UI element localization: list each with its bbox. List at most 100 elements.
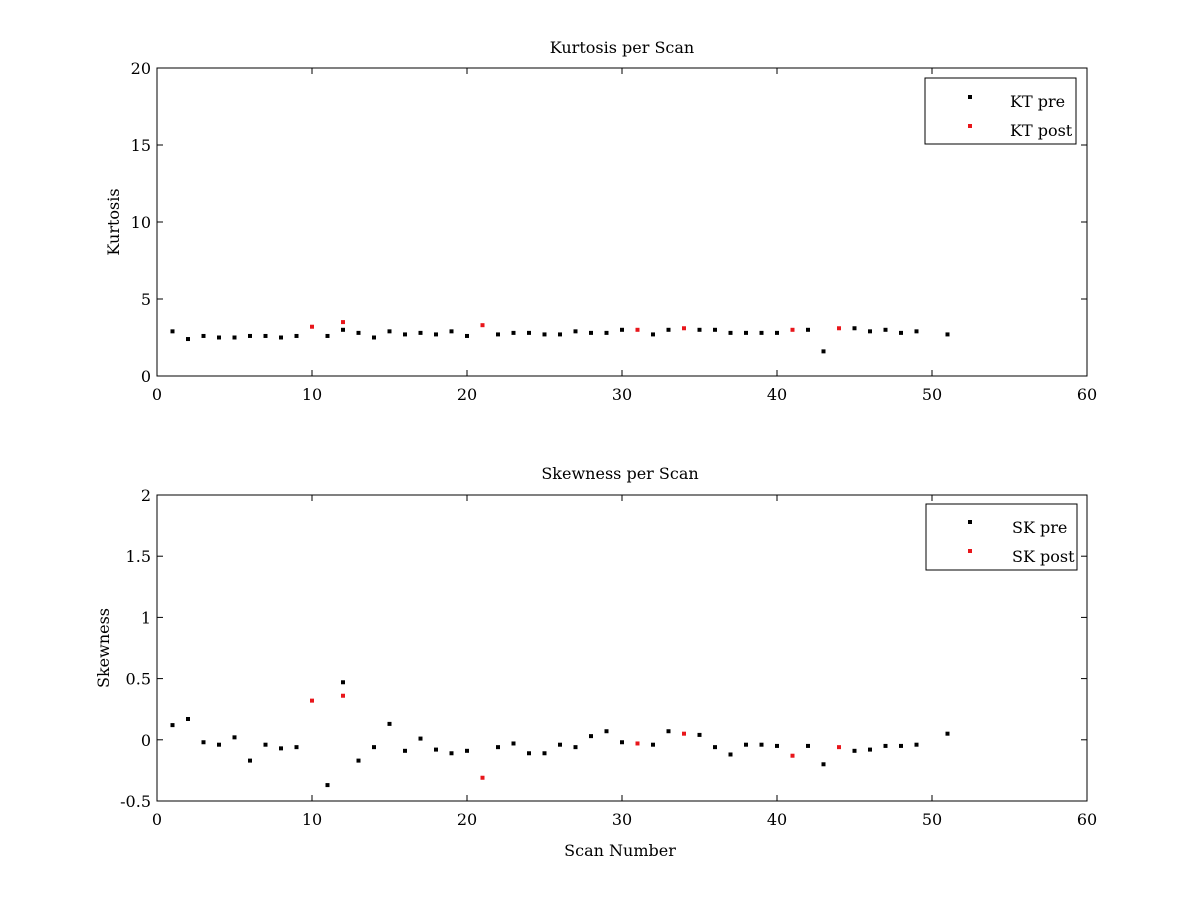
pre-data-point (806, 743, 810, 748)
pre-data-point (728, 752, 733, 757)
pre-data-point (465, 333, 469, 338)
post-data-point (682, 326, 686, 331)
post-data-point (310, 324, 314, 329)
post-data-point (790, 327, 795, 332)
y-tick-label: 0 (141, 731, 151, 750)
pre-data-point (821, 762, 826, 767)
kurtosis-subplot: Kurtosis per Scan Kurtosis 0 10 20 30 40 50 60… (104, 38, 1097, 404)
pre-data-point (279, 335, 283, 340)
pre-data-point (744, 742, 748, 747)
pre-data-point (201, 333, 206, 338)
y-tick-label: 1 (141, 608, 151, 627)
pre-data-point (232, 335, 237, 340)
kurtosis-legend-marker-pre (968, 95, 972, 99)
kurtosis-legend-label-pre: KT pre (1010, 92, 1065, 111)
pre-data-point (589, 734, 593, 739)
x-tick-label: 10 (302, 385, 322, 404)
pre-data-point (604, 729, 609, 734)
pre-data-point (294, 333, 299, 338)
post-data-point (341, 320, 345, 325)
skewness-legend-label-post: SK post (1012, 547, 1075, 566)
skewness-legend-label-pre: SK pre (1012, 518, 1067, 537)
pre-data-point (434, 332, 438, 337)
pre-data-point (387, 721, 392, 726)
pre-data-point (821, 349, 826, 354)
x-tick-label: 60 (1077, 385, 1097, 404)
pre-data-point (945, 731, 950, 736)
pre-data-point (279, 746, 283, 751)
pre-data-point (263, 333, 268, 338)
skewness-chart-title: Skewness per Scan (541, 464, 698, 483)
pre-data-point (449, 329, 454, 334)
x-tick-label: 10 (302, 810, 322, 829)
skewness-legend-marker-post (968, 549, 972, 553)
x-tick-label: 0 (152, 810, 162, 829)
kurtosis-y-axis-label: Kurtosis (104, 188, 123, 255)
kurtosis-data-points (170, 320, 950, 354)
post-data-point (635, 741, 640, 746)
x-tick-label: 0 (152, 385, 162, 404)
post-data-point (341, 693, 345, 698)
pre-data-point (589, 330, 593, 335)
pre-data-point (248, 758, 252, 763)
pre-data-point (868, 747, 872, 752)
pre-data-point (713, 327, 717, 332)
pre-data-point (356, 330, 361, 335)
pre-data-point (542, 751, 547, 756)
y-tick-label: -0.5 (120, 792, 151, 811)
kurtosis-ticks: 0 10 20 30 40 50 60 0 5 10 15 20 (131, 59, 1098, 404)
pre-data-point (294, 745, 299, 750)
pre-data-point (899, 743, 903, 748)
pre-data-point (496, 745, 500, 750)
skewness-legend: SK pre SK post (925, 503, 1078, 571)
post-data-point (837, 326, 841, 331)
pre-data-point (341, 680, 345, 685)
pre-data-point (325, 783, 330, 788)
pre-data-point (558, 742, 562, 747)
x-tick-label: 30 (612, 385, 632, 404)
pre-data-point (775, 330, 779, 335)
pre-data-point (883, 743, 888, 748)
pre-data-point (899, 330, 903, 335)
pre-data-point (527, 751, 531, 756)
pre-data-point (542, 332, 547, 337)
post-data-point (837, 745, 841, 750)
skewness-x-axis-label: Scan Number (564, 841, 676, 860)
pre-data-point (449, 751, 454, 756)
pre-data-point (403, 332, 407, 337)
pre-data-point (759, 742, 764, 747)
pre-data-point (558, 332, 562, 337)
pre-data-point (573, 745, 578, 750)
skewness-data-points (170, 680, 950, 788)
pre-data-point (418, 736, 423, 741)
pre-data-point (372, 335, 376, 340)
pre-data-point (418, 330, 423, 335)
x-tick-label: 30 (612, 810, 632, 829)
y-tick-label: 20 (131, 59, 151, 78)
y-tick-label: 15 (131, 136, 151, 155)
skewness-ticks: 0 10 20 30 40 50 60-0.500.511.52 (120, 486, 1097, 829)
post-data-point (790, 753, 795, 758)
pre-data-point (387, 329, 392, 334)
y-tick-label: 0.5 (126, 670, 151, 689)
kurtosis-legend-label-post: KT post (1010, 121, 1073, 140)
pre-data-point (651, 332, 655, 337)
pre-data-point (325, 333, 330, 338)
pre-data-point (666, 327, 671, 332)
pre-data-point (868, 329, 872, 334)
post-data-point (682, 731, 686, 736)
pre-data-point (434, 747, 438, 752)
pre-data-point (527, 330, 531, 335)
x-tick-label: 40 (767, 385, 787, 404)
post-data-point (480, 775, 485, 780)
pre-data-point (666, 729, 671, 734)
pre-data-point (170, 329, 175, 334)
pre-data-point (186, 716, 190, 721)
skewness-subplot: Skewness per Scan Skewness Scan Number 0… (94, 464, 1097, 860)
pre-data-point (573, 329, 578, 334)
kurtosis-legend: KT pre KT post (924, 77, 1077, 145)
pre-data-point (852, 748, 857, 753)
pre-data-point (511, 741, 516, 746)
pre-data-point (217, 742, 221, 747)
pre-data-point (945, 332, 950, 337)
